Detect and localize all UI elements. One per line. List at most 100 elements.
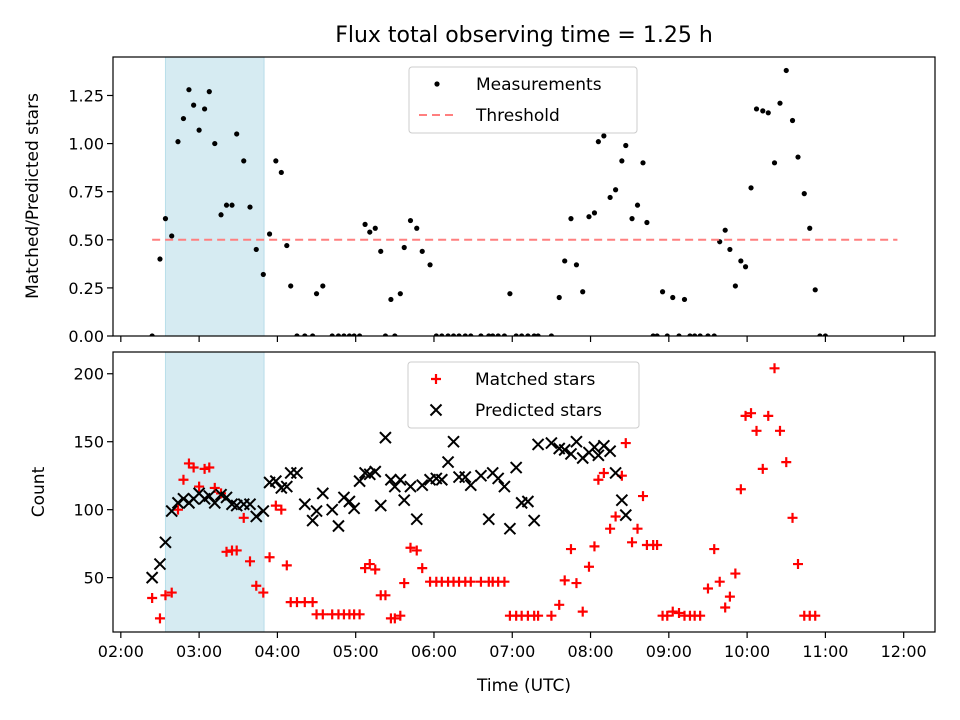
matched-star-point xyxy=(571,578,582,589)
measurement-point xyxy=(513,333,519,336)
measurement-point xyxy=(414,225,420,231)
count-panel: 50 100 150 200 02:00 03:00 04:00 05:00 06:00 07:0… xyxy=(73,351,936,661)
matched-star-point xyxy=(583,561,594,572)
measurement-point xyxy=(401,244,407,251)
measurement-point xyxy=(644,219,650,226)
measurement-point xyxy=(478,333,484,336)
matched-star-point xyxy=(627,537,638,548)
measurement-point xyxy=(419,248,425,254)
matched-star-point xyxy=(194,481,205,492)
measurement-point xyxy=(201,106,208,112)
matched-star-point xyxy=(702,583,713,594)
legend-label: Measurements xyxy=(476,75,602,95)
x-tick-label: 03:00 xyxy=(176,642,222,661)
predicted-star-point xyxy=(531,438,545,451)
measurement-point xyxy=(433,333,439,336)
matched-star-point xyxy=(199,463,210,474)
measurement-point xyxy=(670,294,676,301)
matched-star-point xyxy=(769,363,780,374)
predicted-star-point xyxy=(459,470,472,484)
matched-star-point xyxy=(751,425,762,436)
measurement-point xyxy=(722,227,728,233)
matched-star-point xyxy=(662,610,673,621)
matched-star-point xyxy=(245,556,255,567)
matched-star-point xyxy=(720,602,731,613)
x-tick-label: 06:00 xyxy=(411,642,457,661)
y-tick-label: 1.25 xyxy=(68,86,104,105)
measurement-point xyxy=(789,117,796,124)
matched-star-point xyxy=(810,610,821,621)
matched-star-point xyxy=(598,467,609,478)
matched-star-point xyxy=(757,463,768,474)
x-tick-label: 08:00 xyxy=(567,642,613,661)
matched-star-point xyxy=(546,610,557,621)
predicted-star-point xyxy=(298,498,312,511)
measurement-point xyxy=(807,225,813,231)
legend-box xyxy=(408,66,638,134)
predicted-star-point xyxy=(464,478,477,492)
predicted-star-point xyxy=(615,493,629,507)
predicted-star-point xyxy=(374,499,387,512)
measurement-point xyxy=(548,333,554,336)
measurement-point xyxy=(407,217,414,224)
measurement-point xyxy=(180,115,187,122)
predicted-star-point xyxy=(452,470,466,484)
measurement-point xyxy=(556,294,562,301)
predicted-star-point xyxy=(165,504,178,518)
measurement-point xyxy=(388,296,394,303)
matched-star-point xyxy=(317,609,328,620)
predicted-star-point xyxy=(310,504,323,518)
predicted-star-point xyxy=(498,480,511,493)
measurement-point xyxy=(223,202,230,208)
matched-star-point xyxy=(354,609,365,620)
plot-frame xyxy=(112,56,936,337)
matched-star-point xyxy=(695,610,706,621)
predicted-star-point xyxy=(482,512,495,526)
matched-star-point xyxy=(593,474,604,485)
measurement-point xyxy=(501,333,508,336)
measurement-point xyxy=(525,333,531,336)
y-tick-label: 50 xyxy=(84,569,104,588)
measurement-point xyxy=(490,333,496,336)
predicted-star-point xyxy=(545,436,558,450)
matched-star-point xyxy=(746,408,757,419)
measurement-point xyxy=(659,289,666,295)
measurement-point xyxy=(580,289,586,295)
matched-star-point xyxy=(395,610,406,621)
measurement-point xyxy=(795,154,801,160)
matched-star-point xyxy=(667,606,678,617)
measurement-point xyxy=(427,262,433,268)
measurement-point xyxy=(771,160,778,166)
matched-star-point xyxy=(370,564,381,575)
predicted-star-point xyxy=(398,493,411,507)
measurement-point xyxy=(450,333,457,336)
matched-star-point xyxy=(724,591,735,602)
y-tick-label: 200 xyxy=(73,365,104,384)
measurement-point xyxy=(619,158,625,164)
matched-star-point xyxy=(740,410,751,421)
measurement-point xyxy=(817,333,823,336)
measurement-point xyxy=(456,333,462,336)
measurement-point xyxy=(812,287,818,293)
matched-star-point xyxy=(188,462,199,473)
matched-star-point xyxy=(417,563,428,574)
matched-star-point xyxy=(270,500,281,511)
measurement-point xyxy=(612,187,619,193)
measurement-point xyxy=(294,333,300,336)
figure-title: Flux total observing time = 1.25 h xyxy=(335,23,713,48)
measurement-point xyxy=(218,212,224,218)
measurement-point xyxy=(397,291,403,297)
predicted-star-point xyxy=(603,445,617,458)
measurement-point xyxy=(629,216,635,222)
measurement-point xyxy=(586,214,592,220)
measurement-point xyxy=(445,333,451,336)
predicted-star-point xyxy=(619,508,632,522)
matched-star-point xyxy=(499,576,510,587)
matched-star-point xyxy=(577,606,588,617)
measurement-point xyxy=(687,333,693,336)
measurement-point xyxy=(378,248,384,254)
measurement-point xyxy=(531,333,537,336)
matched-star-point xyxy=(238,512,249,523)
measurement-point xyxy=(711,333,717,336)
predicted-star-point xyxy=(145,571,159,584)
